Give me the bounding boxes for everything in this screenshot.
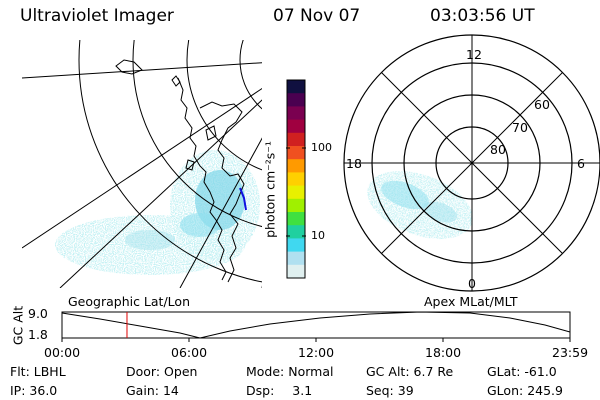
info-mode: Mode: Normal [246,364,334,379]
colorbar-segment [287,251,305,266]
lat-label-70: 70 [512,120,528,135]
info-flt: Flt: LBHL [10,364,66,379]
colorbar-segment [287,185,305,200]
altitude-xtick-2: 12:00 [298,345,335,360]
info-gain: Gain: 14 [126,383,179,398]
colorbar-segment [287,93,305,107]
info-dsp: Dsp: 3.1 [246,383,313,398]
info-gc-alt: GC Alt: 6.7 Re [366,364,454,379]
colorbar [286,79,306,279]
lat-label-60: 60 [534,97,550,112]
colorbar-segment [287,132,305,147]
mlt-label-0: 0 [468,276,476,291]
colorbar-segment [287,80,305,94]
colorbar-frame [286,79,306,279]
colorbar-segment [287,238,305,253]
geo-blue-trace [239,187,247,211]
info-glat: GLat: -61.0 [487,364,557,379]
info-glon: GLon: 245.9 [487,383,563,398]
colorbar-segment [287,119,305,134]
instrument-title: Ultraviolet Imager [20,6,174,26]
colorbar-segment [287,146,305,160]
altitude-x-ticks [61,338,571,342]
mlt-label-6: 6 [577,156,585,171]
info-seq: Seq: 39 [366,383,414,398]
altitude-ytick-low: 1.8 [28,327,48,342]
geo-coastline [115,59,245,283]
info-door: Door: Open [126,364,198,379]
geographic-map [22,40,262,288]
lat-label-80: 80 [490,142,506,157]
altitude-xtick-1: 06:00 [171,345,208,360]
colorbar-tick-100: 100 [311,141,332,154]
polar-map [343,34,600,292]
info-ip: IP: 36.0 [10,383,58,398]
colorbar-segment [287,225,305,239]
mlt-label-18: 18 [346,156,362,171]
colorbar-segment [287,106,305,121]
colorbar-segment [287,212,305,226]
geo-latitude-circles [78,40,262,283]
polar-mlt-lines [344,35,600,291]
colorbar-segment [287,198,305,213]
geo-emission-region [55,150,260,275]
date-label: 07 Nov 07 [273,6,361,26]
altitude-xtick-3: 18:00 [425,345,462,360]
colorbar-segment [287,172,305,187]
colorbar-ticks [286,147,306,237]
altitude-ytick-high: 9.0 [28,306,48,321]
altitude-plot [61,311,571,342]
colorbar-tick-10: 10 [311,229,325,242]
altitude-xtick-0: 00:00 [44,345,81,360]
geo-panel-label: Geographic Lat/Lon [68,294,190,309]
time-label: 03:03:56 UT [430,6,535,26]
altitude-xtick-4: 23:59 [552,345,589,360]
colorbar-segment [287,159,305,173]
colorbar-unit-label: photon cm⁻²s⁻¹ [262,141,278,238]
geo-longitude-lines [22,62,262,288]
polar-panel-label: Apex MLat/MLT [424,294,518,309]
altitude-ylabel: GC Alt [10,305,26,346]
mlt-label-12: 12 [466,47,482,62]
colorbar-segment [287,264,305,279]
altitude-curve [61,311,571,339]
